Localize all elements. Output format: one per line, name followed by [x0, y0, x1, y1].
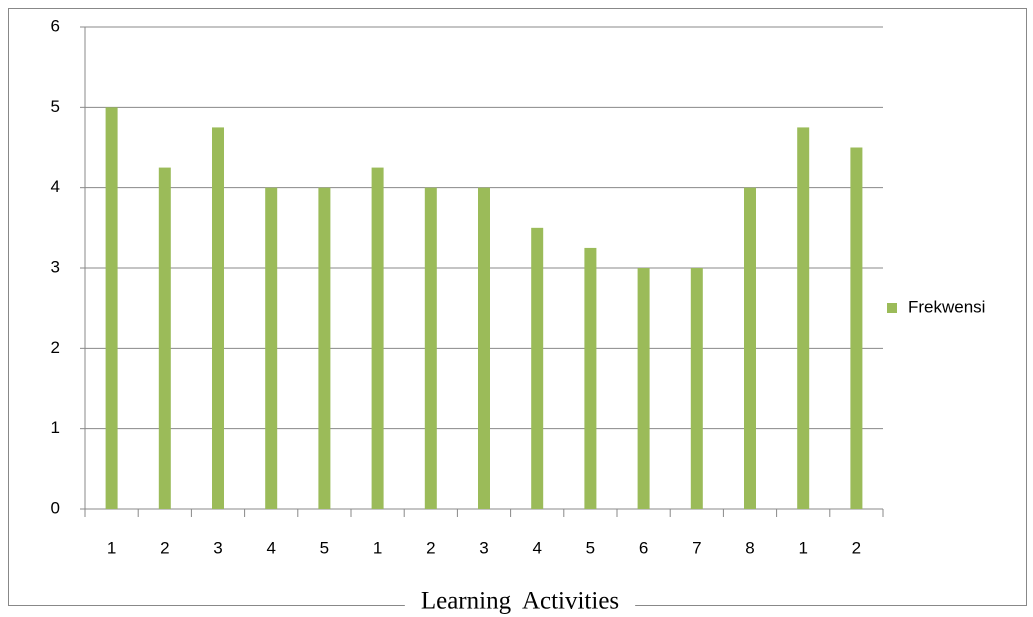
x-axis-title: Learning Activities [421, 588, 619, 615]
bar [424, 187, 437, 509]
x-tick-label: 1 [107, 538, 116, 557]
y-tick-label: 4 [51, 177, 60, 196]
bar [158, 167, 171, 510]
bar [371, 167, 384, 510]
x-tick-label: 7 [692, 538, 701, 557]
bar [744, 187, 756, 509]
bar [265, 187, 278, 509]
x-tick-label: 8 [745, 538, 754, 557]
bar [637, 268, 650, 509]
legend-swatch [887, 303, 897, 313]
y-tick-label: 6 [51, 16, 60, 35]
y-tick-label: 1 [51, 418, 60, 437]
x-title-background [404, 600, 636, 612]
x-tick-label: 6 [639, 538, 648, 557]
bar [531, 227, 544, 510]
x-tick-label: 4 [532, 538, 541, 557]
x-tick-label: 2 [852, 538, 861, 557]
x-tick-label: 2 [426, 538, 435, 557]
x-tick-label: 3 [479, 538, 488, 557]
y-tick-label: 2 [51, 338, 60, 357]
legend-label: Frekwensi [908, 297, 985, 316]
bar [584, 247, 597, 509]
x-tick-label: 5 [586, 538, 595, 557]
bar [105, 107, 118, 509]
x-tick-label: 1 [798, 538, 807, 557]
y-tick-label: 0 [51, 498, 60, 517]
bar [850, 147, 863, 509]
bar [690, 268, 703, 509]
x-tick-label: 4 [266, 538, 275, 557]
x-tick-label: 3 [213, 538, 222, 557]
x-tick-label: 5 [320, 538, 329, 557]
y-tick-label: 5 [51, 97, 60, 116]
x-tick-label: 2 [160, 538, 169, 557]
bar [318, 187, 331, 509]
x-tick-label: 1 [373, 538, 382, 557]
bar [797, 127, 810, 510]
bar [212, 127, 224, 510]
y-tick-label: 3 [51, 257, 60, 276]
bar [478, 187, 490, 509]
